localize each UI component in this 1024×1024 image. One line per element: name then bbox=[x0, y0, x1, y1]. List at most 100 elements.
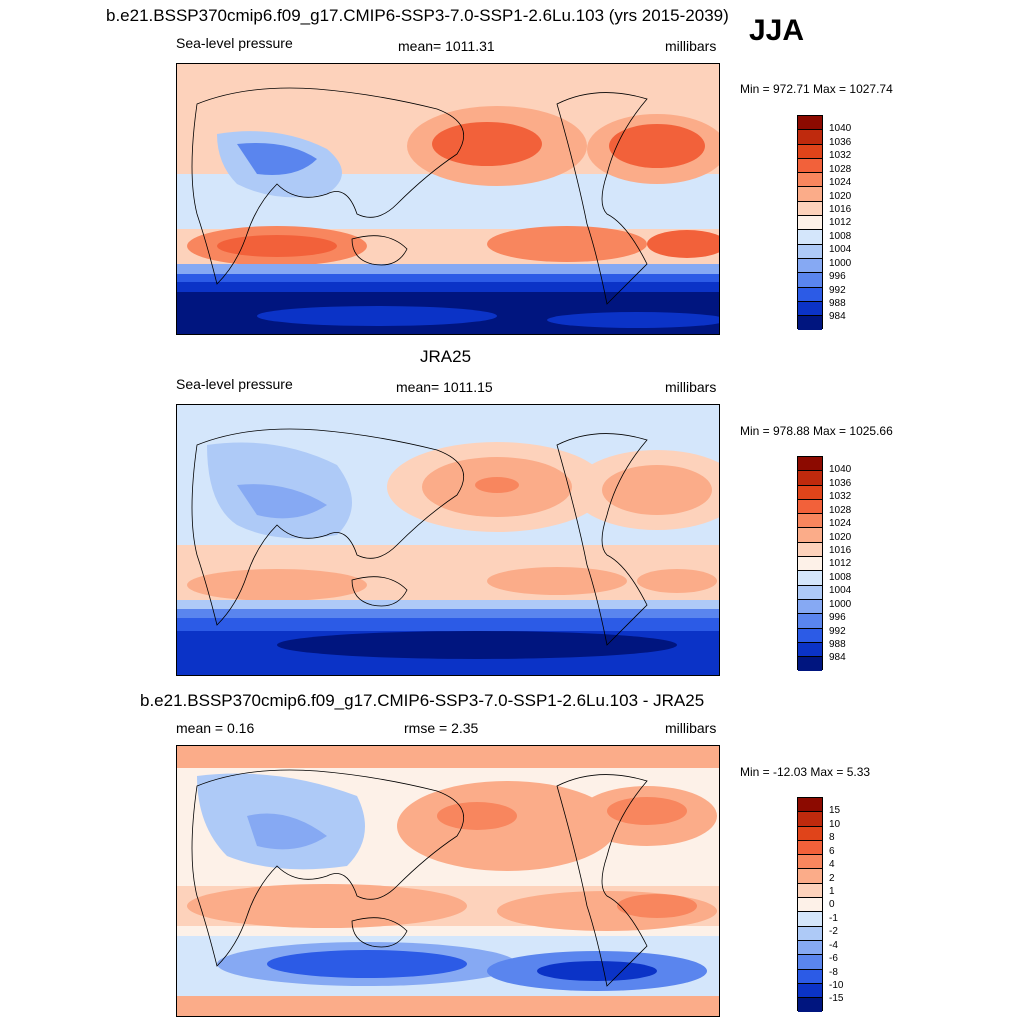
panel2-center-string: mean= 1011.15 bbox=[396, 379, 493, 395]
panel1-colorbar-swatch bbox=[798, 187, 822, 202]
panel3-map bbox=[176, 745, 720, 1017]
panel1-units: millibars bbox=[665, 38, 717, 54]
panel3-colorbar-label: 15 bbox=[829, 805, 841, 816]
panel1-colorbar-swatch bbox=[798, 116, 822, 131]
panel3-colorbar-swatch bbox=[798, 812, 822, 827]
panel1-colorbar-label: 1016 bbox=[829, 204, 852, 215]
panel3-colorbar-swatch bbox=[798, 869, 822, 884]
panel2-colorbar-label: 988 bbox=[829, 639, 846, 650]
panel3-colorbar-label: -4 bbox=[829, 940, 838, 951]
panel3-minmax: Min = -12.03 Max = 5.33 bbox=[740, 765, 871, 779]
panel3-title: b.e21.BSSP370cmip6.f09_g17.CMIP6-SSP3-7.… bbox=[140, 691, 705, 710]
panel2-units: millibars bbox=[665, 379, 717, 395]
panel1-colorbar-swatch bbox=[798, 201, 822, 217]
panel2-colorbar-label: 1008 bbox=[829, 572, 852, 583]
panel1-colorbar-label: 1008 bbox=[829, 231, 852, 242]
panel3-center-string: rmse = 2.35 bbox=[404, 720, 479, 736]
panel2-colorbar-swatch bbox=[798, 499, 822, 515]
panel2-map bbox=[176, 404, 720, 676]
panel1-colorbar-label: 1040 bbox=[829, 123, 852, 134]
panel1-colorbar-label: 1028 bbox=[829, 164, 852, 175]
panel3-colorbar-swatch bbox=[798, 940, 822, 956]
panel2-colorbar-label: 1000 bbox=[829, 599, 852, 610]
panel3-colorbar-label: -1 bbox=[829, 913, 838, 924]
panel3-colorbar-label: -2 bbox=[829, 926, 838, 937]
panel1-colorbar-swatch bbox=[798, 287, 822, 302]
panel3-colorbar-swatch bbox=[798, 798, 822, 813]
panel2-colorbar-swatch bbox=[798, 585, 822, 600]
panel3-colorbar-label: -6 bbox=[829, 953, 838, 964]
panel2-colorbar-label: 1032 bbox=[829, 491, 852, 502]
panel3-colorbar-swatch bbox=[798, 998, 822, 1013]
panel2-colorbar-label: 1004 bbox=[829, 585, 852, 596]
panel3-colorbar bbox=[797, 797, 823, 1013]
panel3-colorbar-label: 8 bbox=[829, 832, 835, 843]
panel2-colorbar-swatch bbox=[798, 514, 822, 529]
panel2-colorbar-label: 992 bbox=[829, 626, 846, 637]
panel1-colorbar-label: 1012 bbox=[829, 217, 852, 228]
panel2-colorbar-label: 1036 bbox=[829, 478, 852, 489]
panel3-units: millibars bbox=[665, 720, 717, 736]
panel2-colorbar-label: 996 bbox=[829, 612, 846, 623]
panel2-title: JRA25 bbox=[420, 347, 472, 366]
panel1-minmax: Min = 972.71 Max = 1027.74 bbox=[740, 82, 893, 96]
panel2-colorbar-label: 1028 bbox=[829, 505, 852, 516]
panel2-colorbar-label: 1040 bbox=[829, 464, 852, 475]
panel3-colorbar-swatch bbox=[798, 840, 822, 856]
panel3-colorbar-label: 6 bbox=[829, 846, 835, 857]
panel3-colorbar-label: -10 bbox=[829, 980, 844, 991]
panel1-title: b.e21.BSSP370cmip6.f09_g17.CMIP6-SSP3-7.… bbox=[106, 6, 729, 25]
panel1-colorbar-swatch bbox=[798, 216, 822, 231]
panel3-colorbar-label: 0 bbox=[829, 899, 835, 910]
panel3-colorbar-label: 10 bbox=[829, 819, 841, 830]
panel3-colorbar-label: -15 bbox=[829, 993, 844, 1004]
panel2-colorbar-swatch bbox=[798, 457, 822, 472]
panel1-colorbar-label: 996 bbox=[829, 271, 846, 282]
panel3-colorbar-swatch bbox=[798, 955, 822, 970]
panel2-colorbar-label: 984 bbox=[829, 652, 846, 663]
panel1-colorbar-label: 1020 bbox=[829, 191, 852, 202]
panel2-colorbar-swatch bbox=[798, 628, 822, 643]
panel3-colorbar-label: -8 bbox=[829, 967, 838, 978]
panel3-colorbar-swatch bbox=[798, 855, 822, 870]
panel3-colorbar-label: 2 bbox=[829, 873, 835, 884]
panel3-colorbar-swatch bbox=[798, 883, 822, 899]
panel1-left-string: Sea-level pressure bbox=[176, 35, 293, 51]
panel2-colorbar-swatch bbox=[798, 557, 822, 572]
panel2-colorbar-label: 1016 bbox=[829, 545, 852, 556]
panel3-left-string: mean = 0.16 bbox=[176, 720, 255, 736]
panel1-colorbar-swatch bbox=[798, 230, 822, 245]
panel2-minmax: Min = 978.88 Max = 1025.66 bbox=[740, 424, 893, 438]
panel1-colorbar-swatch bbox=[798, 158, 822, 174]
panel2-colorbar bbox=[797, 456, 823, 672]
panel1-colorbar-swatch bbox=[798, 144, 822, 159]
season-label: JJA bbox=[749, 14, 805, 47]
panel2-colorbar-swatch bbox=[798, 657, 822, 672]
panel1-map bbox=[176, 63, 720, 335]
panel1-colorbar-label: 988 bbox=[829, 298, 846, 309]
panel1-colorbar bbox=[797, 115, 823, 331]
panel1-colorbar-label: 1024 bbox=[829, 177, 852, 188]
panel1-colorbar-swatch bbox=[798, 301, 822, 317]
panel2-colorbar-swatch bbox=[798, 614, 822, 629]
panel3-colorbar-label: 1 bbox=[829, 886, 835, 897]
panel2-colorbar-swatch bbox=[798, 485, 822, 500]
panel3-colorbar-swatch bbox=[798, 826, 822, 841]
panel2-colorbar-label: 1020 bbox=[829, 532, 852, 543]
panel2-colorbar-label: 1024 bbox=[829, 518, 852, 529]
panel3-colorbar-swatch bbox=[798, 983, 822, 999]
panel1-colorbar-swatch bbox=[798, 273, 822, 288]
panel3-colorbar-swatch bbox=[798, 926, 822, 941]
panel3-colorbar-swatch bbox=[798, 912, 822, 927]
panel1-colorbar-label: 992 bbox=[829, 285, 846, 296]
panel2-colorbar-swatch bbox=[798, 642, 822, 658]
panel1-center-string: mean= 1011.31 bbox=[398, 38, 495, 54]
panel3-colorbar-swatch bbox=[798, 898, 822, 913]
panel1-colorbar-swatch bbox=[798, 130, 822, 145]
panel3-colorbar-label: 4 bbox=[829, 859, 835, 870]
panel1-colorbar-label: 1036 bbox=[829, 137, 852, 148]
panel1-colorbar-label: 1004 bbox=[829, 244, 852, 255]
panel1-colorbar-label: 1000 bbox=[829, 258, 852, 269]
panel1-colorbar-label: 1032 bbox=[829, 150, 852, 161]
panel2-colorbar-swatch bbox=[798, 528, 822, 543]
